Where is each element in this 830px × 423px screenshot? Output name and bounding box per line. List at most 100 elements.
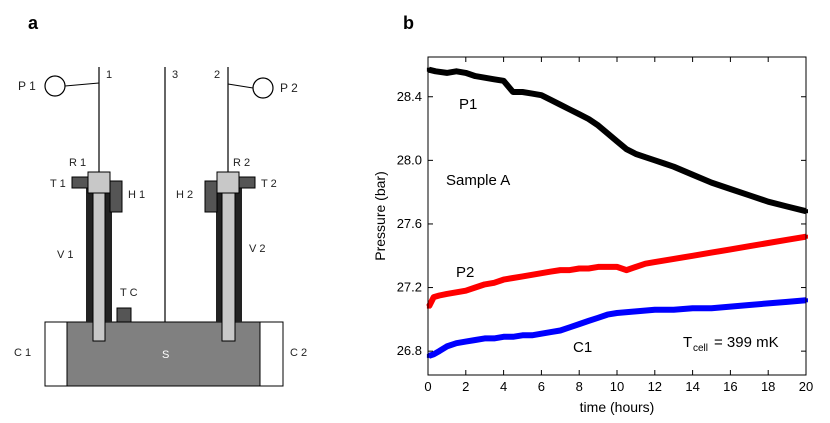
- x-tick-label: 16: [723, 379, 737, 394]
- data-point: [671, 164, 676, 169]
- data-point: [567, 268, 572, 273]
- pressure-chart: b 0 2 4 6 8 10 12 14 16 18 20 26.8 27.2 27.6 28.0 28.4…: [372, 13, 813, 415]
- data-point: [728, 304, 733, 309]
- plot-frame: [427, 56, 807, 376]
- data-point: [605, 131, 610, 136]
- data-point: [671, 307, 676, 312]
- x-tick-label: 6: [538, 379, 545, 394]
- data-point: [747, 244, 752, 249]
- series-line-p1: [428, 66, 807, 215]
- x-tick-label: 4: [500, 379, 507, 394]
- data-point: [520, 274, 525, 279]
- data-point: [492, 336, 497, 341]
- reservoir-1: [87, 171, 111, 194]
- data-point: [747, 303, 752, 307]
- x-tick-label: 10: [610, 379, 624, 394]
- data-point: [605, 264, 610, 269]
- data-point: [482, 75, 487, 80]
- label-p1: P 1: [18, 79, 36, 93]
- y-axis-title: Pressure (bar): [372, 171, 388, 260]
- data-point: [624, 147, 629, 152]
- x-tick-label: 18: [761, 379, 775, 394]
- thermometer-1: [71, 176, 89, 189]
- x-tick-label: 2: [462, 379, 469, 394]
- data-point: [444, 344, 449, 349]
- data-point: [444, 291, 449, 296]
- data-point: [643, 155, 648, 160]
- data-point: [454, 290, 459, 295]
- data-point: [511, 334, 515, 339]
- tcell-symbol: T: [683, 334, 692, 351]
- label-h2: H 2: [176, 189, 193, 201]
- data-point: [586, 318, 591, 323]
- label-v1: V 1: [57, 249, 74, 261]
- y-tick-label: 27.6: [397, 216, 422, 231]
- data-point: [463, 288, 468, 293]
- data-point: [577, 322, 582, 327]
- data-point: [539, 331, 544, 336]
- reservoir-2: [216, 171, 240, 194]
- data-point: [615, 264, 619, 269]
- data-point: [785, 237, 790, 242]
- data-point: [530, 91, 534, 96]
- data-point: [520, 333, 525, 338]
- data-point: [454, 69, 459, 74]
- data-point: [652, 260, 657, 265]
- series-line-p2: [426, 233, 807, 308]
- data-point: [426, 304, 431, 309]
- data-point: [728, 247, 733, 252]
- label-line-3: 3: [172, 69, 178, 81]
- data-point: [690, 306, 695, 311]
- data-point: [431, 352, 436, 357]
- data-point: [709, 250, 714, 255]
- x-tick-label: 8: [576, 379, 583, 394]
- tcell-value: = 399 mK: [714, 334, 779, 351]
- data-point: [633, 264, 638, 269]
- label-r2: R 2: [233, 157, 250, 169]
- data-point: [709, 180, 714, 185]
- label-c1: C 1: [14, 347, 31, 359]
- data-point: [785, 204, 790, 209]
- data-point: [615, 139, 619, 144]
- tcell-subscript: cell: [693, 343, 708, 354]
- data-point: [492, 77, 497, 82]
- data-point: [766, 301, 771, 306]
- gauge-2-lead: [227, 83, 254, 89]
- data-point: [747, 193, 752, 198]
- label-tc: T C: [120, 287, 138, 299]
- data-point: [690, 172, 695, 177]
- series-c1: [426, 297, 808, 359]
- data-point: [473, 74, 478, 79]
- data-point: [690, 253, 695, 258]
- data-point: [511, 276, 515, 280]
- series-p2: [426, 233, 808, 309]
- panel-label-a: a: [28, 13, 39, 33]
- apparatus-diagram: a P 1 P 2 1 2 3 R 1 R 2 T: [14, 13, 307, 387]
- data-point: [433, 69, 438, 74]
- annotation-p1: P1: [459, 96, 477, 113]
- data-point: [558, 102, 563, 107]
- gauge-1-lead: [64, 82, 100, 87]
- data-point: [567, 325, 572, 330]
- data-point: [728, 187, 733, 191]
- label-v2: V 2: [249, 243, 266, 255]
- data-point: [431, 295, 436, 300]
- label-line-1: 1: [106, 69, 112, 81]
- y-tick-label: 28.4: [397, 89, 422, 104]
- pressure-gauge-1-icon: [44, 75, 66, 97]
- x-tick-label: 0: [424, 379, 431, 394]
- y-tick-label: 26.8: [397, 343, 422, 358]
- label-t1: T 1: [50, 178, 66, 190]
- label-r1: R 1: [69, 157, 86, 169]
- y-tick-label: 27.2: [397, 280, 422, 295]
- series-layer: [426, 66, 808, 359]
- data-point: [482, 282, 487, 287]
- data-point: [577, 266, 582, 271]
- data-point: [501, 78, 506, 83]
- annotation-c1: C1: [573, 339, 592, 356]
- data-point: [671, 256, 676, 261]
- data-point: [567, 107, 572, 112]
- data-point: [586, 117, 591, 121]
- data-point: [548, 97, 553, 102]
